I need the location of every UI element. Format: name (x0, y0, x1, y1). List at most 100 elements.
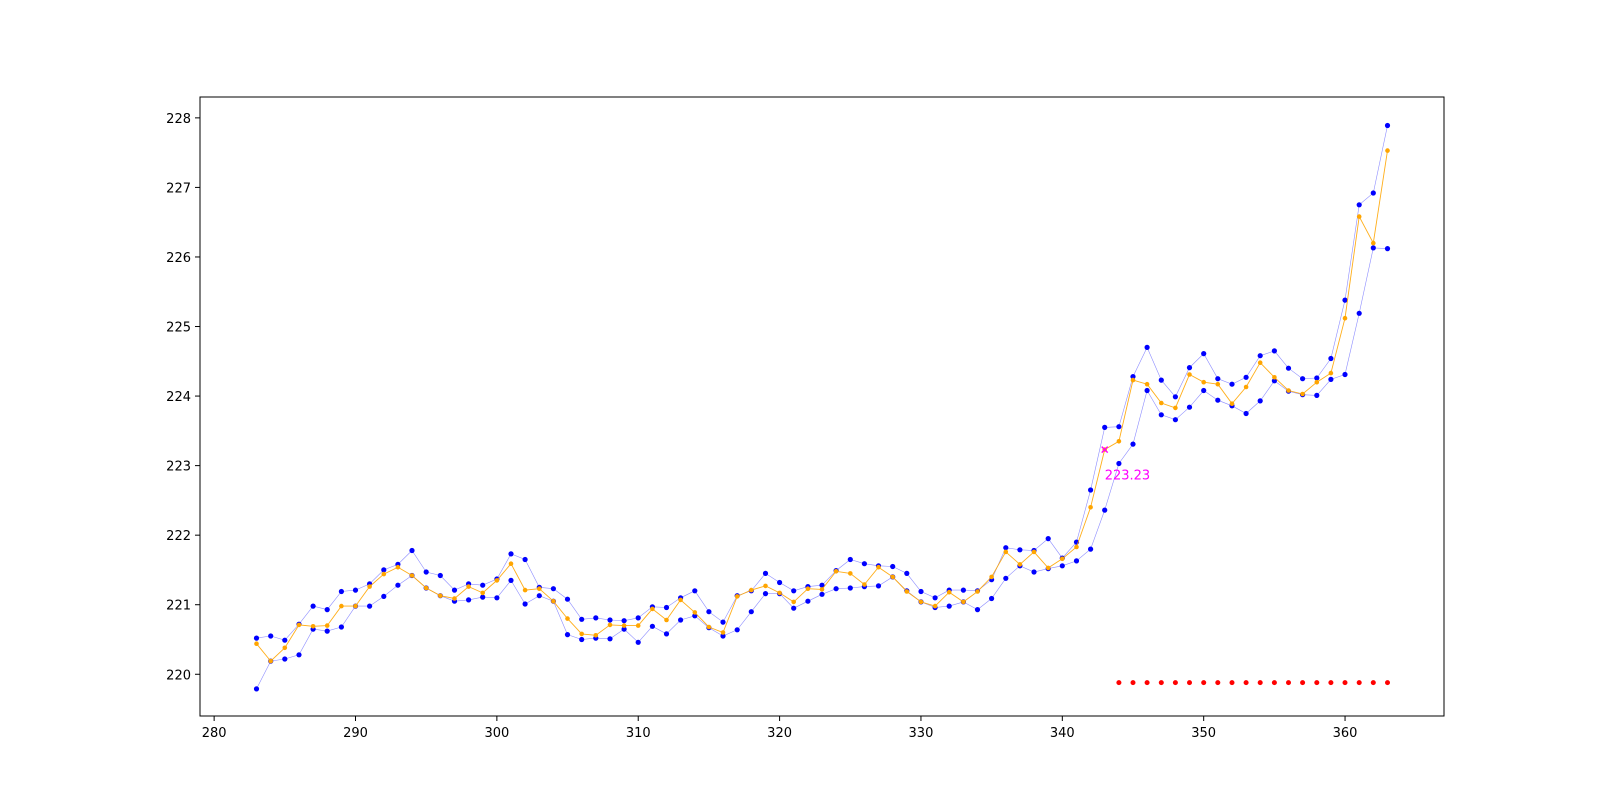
series-2-point (621, 626, 627, 632)
series-3-point (749, 587, 754, 593)
series-1-point (593, 615, 599, 621)
plot-frame (199, 96, 1445, 717)
series-1-point (1130, 374, 1136, 380)
series-1-point (579, 616, 585, 622)
series-3-point (1215, 381, 1221, 387)
series-1-point (1370, 190, 1376, 196)
series-2-point (649, 623, 656, 629)
series-3-point (819, 587, 825, 592)
series-3-point (381, 571, 387, 577)
series-3-point (607, 622, 613, 628)
red-marker-point (1130, 680, 1136, 686)
series-2-point (791, 605, 797, 611)
series-1-point (268, 633, 274, 639)
series-2-point (564, 632, 571, 638)
series-1-point (423, 569, 429, 575)
red-marker-point (1158, 680, 1164, 686)
series-3-point (1060, 556, 1065, 562)
series-3-point (1243, 384, 1249, 390)
series-2-point (1003, 575, 1009, 581)
red-marker-point (1172, 680, 1178, 686)
series-1-point (819, 582, 825, 588)
red-marker-point (1243, 680, 1249, 686)
series-1-point (635, 615, 641, 621)
series-1-point (1342, 297, 1348, 303)
series-2-point (974, 607, 981, 613)
series-2-point (367, 603, 373, 609)
series-2-point (1201, 387, 1207, 394)
series-2-point (1088, 546, 1094, 552)
series-1-point (1229, 381, 1235, 387)
annotation-x-marker (1101, 446, 1109, 454)
series-2-point (395, 582, 401, 588)
series-3-point (1045, 565, 1051, 571)
red-marker-point (1286, 680, 1291, 686)
series-1-point (1158, 377, 1164, 383)
series-3-point (1257, 360, 1263, 366)
y-tick-label: 222 (166, 529, 191, 544)
series-3-point (423, 585, 429, 591)
series-1-point (1186, 365, 1193, 371)
series-3-point (367, 584, 372, 589)
series-3-point (862, 582, 867, 587)
annotation-layer: 223.23 (1101, 446, 1150, 484)
series-2-point (1384, 246, 1391, 252)
series-1-point (437, 572, 443, 579)
red-marker-point (1116, 680, 1122, 686)
y-tick-label: 228 (166, 112, 191, 127)
series-3-point (282, 645, 288, 651)
series-1-point (338, 588, 344, 595)
series-3-point (296, 622, 302, 628)
x-tick-label: 340 (1050, 726, 1075, 741)
x-tick-label: 350 (1191, 726, 1216, 741)
series-1-point (720, 619, 726, 625)
series-2-point (1370, 245, 1376, 251)
y-tick-label: 225 (166, 321, 191, 336)
series-3-point (522, 587, 528, 593)
series-1-point (861, 561, 868, 567)
series-3-point (890, 574, 895, 580)
series-1-point (1116, 424, 1122, 430)
series-3-point (494, 578, 500, 583)
series-2-point (324, 628, 330, 634)
series-1-point (324, 607, 330, 613)
series-1-point (1271, 348, 1277, 354)
series-1-point (1144, 344, 1150, 350)
series-2-point (253, 686, 260, 692)
series-2-point (282, 656, 288, 662)
series-3-point (946, 589, 952, 595)
series-3-point (508, 561, 514, 566)
series-3-point (763, 583, 768, 589)
series-2-point (805, 598, 811, 604)
series-1-point (1285, 365, 1292, 371)
series-3-point (1272, 375, 1277, 380)
series-1-point (480, 582, 486, 588)
series-1-point (1045, 536, 1051, 542)
series-3-point (904, 589, 910, 594)
y-tick-label: 226 (166, 251, 191, 266)
series-2-point (1116, 460, 1122, 467)
series-3-point (324, 623, 330, 628)
series-3-point (1229, 401, 1235, 407)
series-1-point (1215, 376, 1221, 382)
red-marker-point (1187, 680, 1192, 686)
red-marker-point (1370, 680, 1376, 686)
series-3-point (1088, 505, 1093, 510)
series-3-point (537, 586, 542, 591)
series-3-point (1201, 379, 1206, 385)
series-1-point (381, 567, 387, 573)
series-2-point (1158, 412, 1164, 418)
series-3-point (1371, 240, 1376, 246)
series-2-point (1073, 558, 1080, 564)
series-1-point (890, 563, 896, 570)
series-1-point (1243, 374, 1249, 380)
series-3-point (1356, 214, 1362, 219)
series-1-point (692, 588, 698, 594)
series-1-point (451, 587, 458, 593)
series-2-point (692, 613, 698, 619)
series-2-point (1271, 378, 1277, 384)
series-1-point (1017, 547, 1023, 553)
series-2-point (1144, 387, 1150, 394)
series-2-point (1328, 376, 1334, 382)
plot-area (200, 97, 1444, 716)
